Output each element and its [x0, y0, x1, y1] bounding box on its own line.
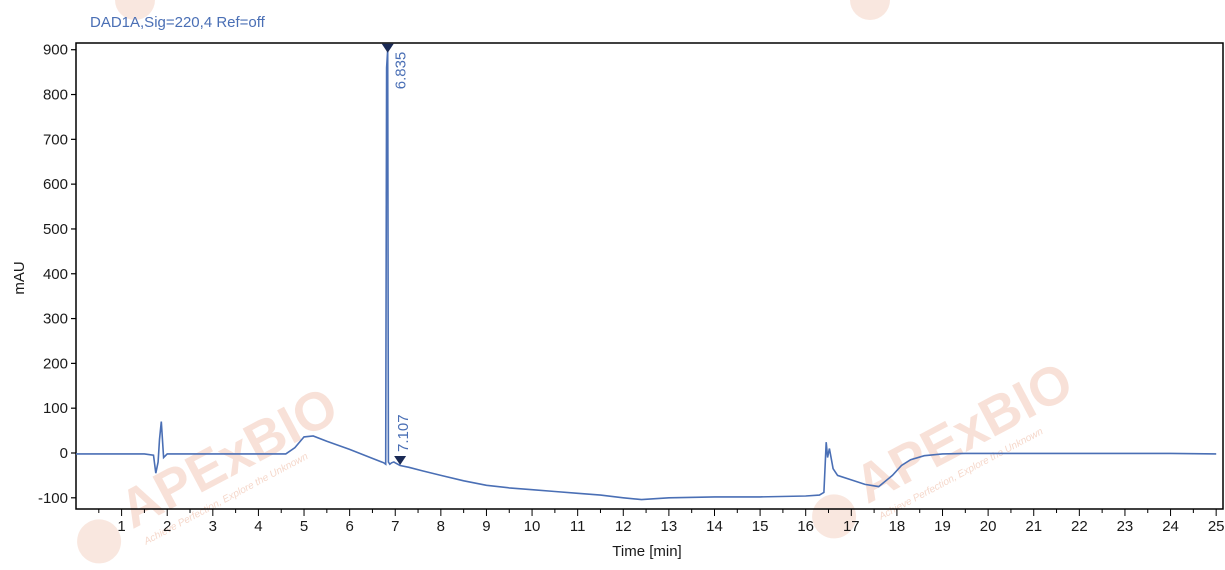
x-tick-label: 1: [117, 518, 125, 535]
x-tick-label: 5: [300, 518, 308, 535]
x-tick-label: 21: [1025, 518, 1042, 535]
x-tick-label: 16: [797, 518, 814, 535]
watermark-left: APExBIO Achieve Perfection, Explore the …: [77, 376, 347, 564]
plot-frame: [75, 42, 1224, 510]
signal-title: DAD1A,Sig=220,4 Ref=off: [90, 14, 266, 31]
x-tick-label: 3: [209, 518, 217, 535]
watermark-right-icon: [812, 494, 857, 539]
peak-marker-icon: [381, 43, 394, 53]
x-tick-label: 24: [1162, 518, 1179, 535]
x-tick-label: 23: [1117, 518, 1134, 535]
svg-text:APExBIO: APExBIO: [110, 376, 347, 540]
x-tick-label: 13: [661, 518, 678, 535]
y-tick-label: 200: [43, 355, 68, 372]
x-tick-label: 25: [1208, 518, 1225, 535]
x-tick-label: 4: [254, 518, 262, 535]
x-tick-label: 12: [615, 518, 632, 535]
peak-marker-icon: [394, 455, 407, 465]
x-tick-label: 22: [1071, 518, 1088, 535]
y-tick-label: 100: [43, 400, 68, 417]
peak-markers: 6.835 7.107: [381, 43, 412, 465]
x-axis: 1 2 3 4 5 6 7 8 9 10 11 12 13 14 15 16 17 18 19 20 21 22 23 24 2…: [98, 509, 1225, 535]
svg-text:APExBIO: APExBIO: [845, 351, 1082, 515]
peak-label: 6.835: [393, 52, 410, 90]
x-axis-title: Time [min]: [612, 543, 681, 560]
y-tick-label: 600: [43, 176, 68, 193]
series-line: [76, 49, 1217, 501]
x-tick-label: 15: [752, 518, 769, 535]
y-tick-label: 900: [43, 42, 68, 59]
y-tick-label: 300: [43, 311, 68, 328]
x-tick-label: 20: [980, 518, 997, 535]
y-tick-label: 400: [43, 266, 68, 283]
x-tick-label: 14: [706, 518, 723, 535]
x-tick-label: 10: [524, 518, 541, 535]
y-tick-label: 0: [60, 445, 68, 462]
watermark-left-icon: [77, 519, 122, 564]
watermark-top-left-partial: [115, 0, 155, 20]
x-tick-label: 9: [482, 518, 490, 535]
x-tick-label: 19: [934, 518, 951, 535]
x-tick-label: 2: [163, 518, 171, 535]
y-axis-title: mAU: [11, 261, 28, 294]
x-tick-label: 17: [843, 518, 860, 535]
y-tick-label: -100: [38, 490, 68, 507]
y-tick-label: 500: [43, 221, 68, 238]
y-axis: -100 0 100 200 300 400 500 600 700 800 900: [38, 42, 76, 507]
x-tick-label: 8: [437, 518, 445, 535]
y-tick-label: 700: [43, 131, 68, 148]
x-tick-label: 6: [345, 518, 353, 535]
watermark-top-right-partial: [850, 0, 890, 20]
x-tick-label: 11: [570, 518, 586, 535]
x-tick-label: 18: [889, 518, 906, 535]
x-tick-label: 7: [391, 518, 399, 535]
y-tick-label: 800: [43, 87, 68, 104]
peak-label: 7.107: [395, 414, 412, 452]
